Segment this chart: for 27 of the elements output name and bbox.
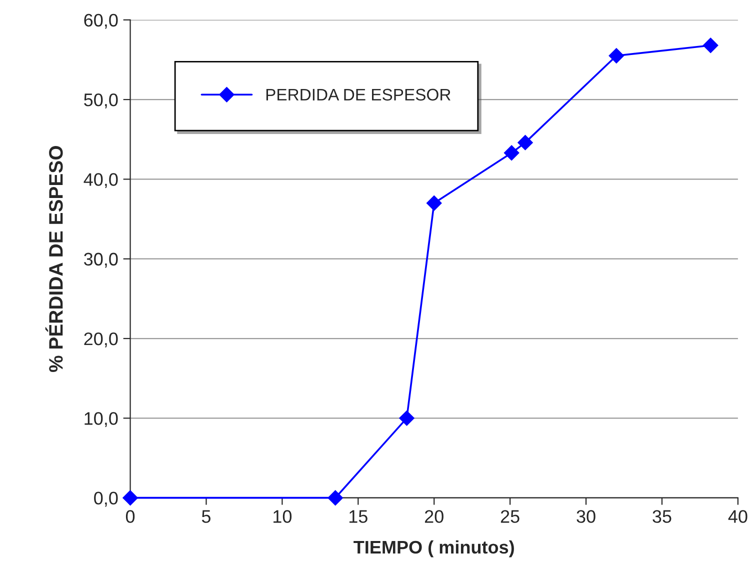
- x-tick-label: 30: [576, 510, 596, 523]
- point: [328, 490, 343, 506]
- y-tick-label: 50,0: [84, 93, 118, 108]
- point: [703, 38, 718, 53]
- y-tick-label: 60,0: [84, 14, 118, 29]
- y-tick-label: 30,0: [84, 252, 118, 268]
- x-tick-label: 15: [349, 510, 368, 523]
- point: [399, 410, 414, 426]
- point: [122, 490, 138, 506]
- y-axis-title: % PÉRDIDA DE ESPESO: [45, 146, 63, 372]
- y-tick-label: 0,0: [94, 492, 118, 507]
- x-tick-label: 35: [652, 510, 672, 523]
- x-tick-label: 10: [274, 510, 292, 523]
- x-tick-label: 5: [202, 510, 210, 523]
- y-tick-label: 20,0: [84, 332, 118, 348]
- x-tick-label: 25: [500, 510, 520, 523]
- x-tick-label: 40: [728, 510, 748, 523]
- x-tick-label: 20: [424, 510, 444, 523]
- x-axis-title: TIEMPO ( minutos): [354, 540, 514, 558]
- point: [518, 134, 533, 150]
- point: [504, 145, 520, 160]
- point: [608, 48, 624, 64]
- point: [426, 196, 442, 211]
- x-tick-label: 0: [126, 510, 135, 523]
- y-tick-label: 40,0: [84, 173, 118, 188]
- y-tick-label: 10,0: [84, 412, 118, 428]
- legend-label: PERDIDA DE ESPESOR: [266, 88, 450, 101]
